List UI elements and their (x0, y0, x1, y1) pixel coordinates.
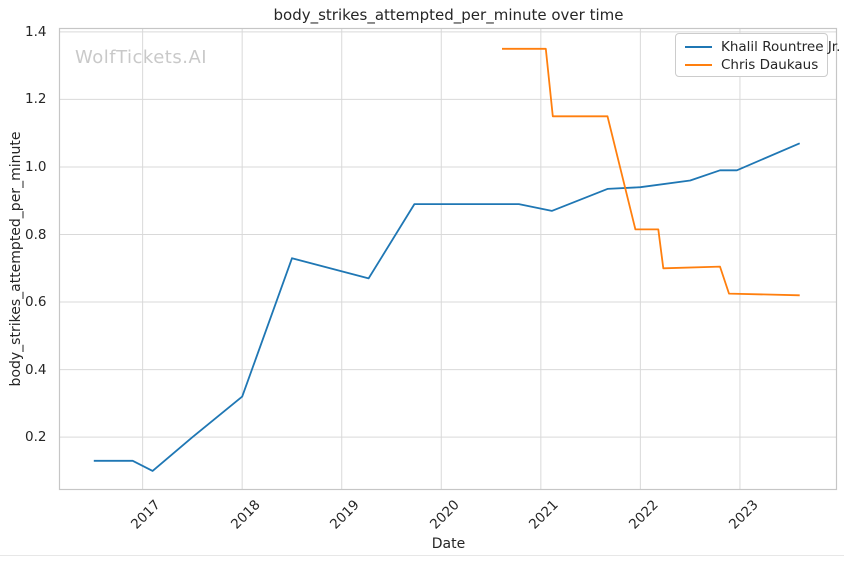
series-line-chris-daukaus (502, 47, 800, 297)
y-tick-label: 0.4 (25, 361, 47, 378)
y-tick-label: 1.0 (25, 158, 47, 175)
y-tick-label: 0.6 (25, 294, 47, 311)
watermark: WolfTickets.AI (75, 47, 208, 68)
y-tick-label: 1.2 (25, 91, 47, 108)
y-tick-label: 0.2 (25, 429, 47, 446)
legend-item: Khalil Rountree Jr. (685, 38, 840, 56)
window-bottom-edge (0, 555, 844, 556)
legend-label: Khalil Rountree Jr. (721, 39, 841, 55)
plot-border (58, 27, 838, 491)
y-tick-label: 1.4 (25, 23, 47, 40)
legend: Khalil Rountree Jr. Chris Daukaus (675, 33, 840, 77)
series-line-khalil-rountree (93, 142, 801, 472)
legend-label: Chris Daukaus (721, 57, 819, 73)
legend-line-swatch (685, 46, 712, 48)
x-axis-label: Date (431, 536, 466, 552)
y-tick-label: 0.8 (25, 226, 47, 243)
legend-item: Chris Daukaus (685, 56, 819, 74)
chart-title: body_strikes_attempted_per_minute over t… (273, 6, 624, 24)
legend-line-swatch (685, 64, 712, 66)
